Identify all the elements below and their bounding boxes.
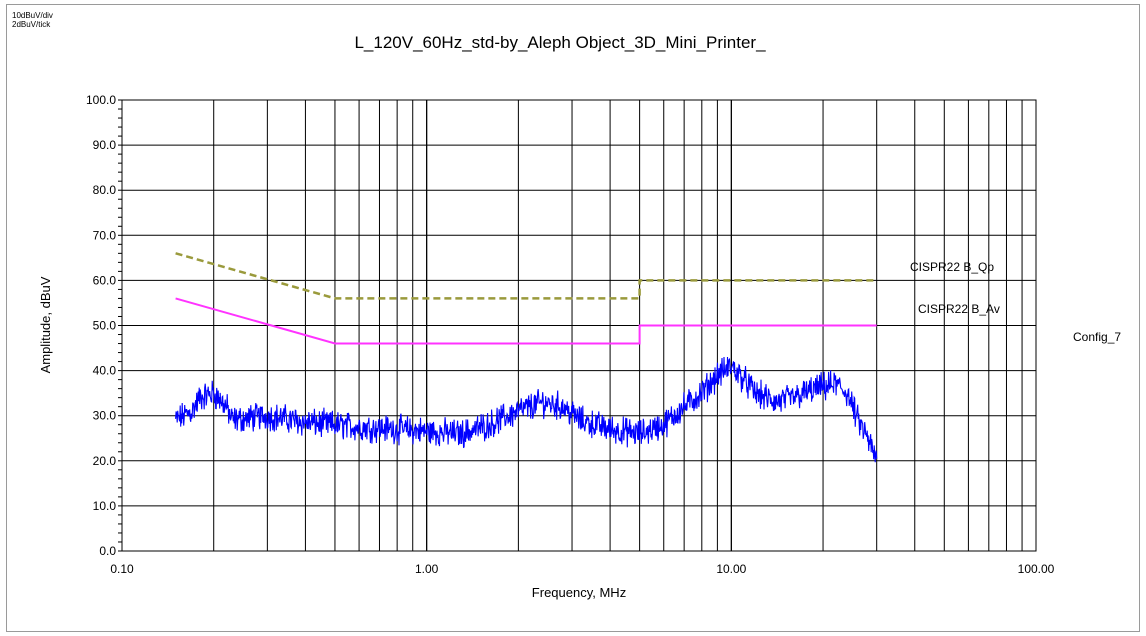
y-axis-label: Amplitude, dBuV (38, 276, 53, 373)
x-tick-label: 10.00 (716, 562, 746, 576)
grid (122, 100, 1036, 551)
x-tick-label: 1.00 (415, 562, 439, 576)
series-label-av: CISPR22 B_Av (918, 302, 1000, 316)
y-tick-label: 50.0 (93, 319, 117, 333)
axis-ticks: 0.0 10.0 20.0 30.0 40.0 50.0 60.0 70.0 80.0 90.0 1… (86, 93, 1055, 576)
y-tick-label: 70.0 (93, 228, 117, 242)
y-tick-label: 100.0 (86, 93, 116, 107)
chart-title: L_120V_60Hz_std-by_Aleph Object_3D_Mini_… (354, 33, 766, 52)
x-axis-label: Frequency, MHz (532, 585, 626, 600)
measured-trace (175, 356, 878, 463)
x-tick-label: 0.10 (110, 562, 134, 576)
y-tick-label: 60.0 (93, 273, 117, 287)
y-tick-label: 10.0 (93, 499, 117, 513)
side-label: Config_7 (1073, 330, 1121, 344)
scale-note-per-div: 10dBuV/div (12, 11, 53, 20)
y-tick-label: 0.0 (99, 544, 116, 558)
y-tick-label: 30.0 (93, 409, 117, 423)
y-tick-label: 40.0 (93, 364, 117, 378)
y-tick-label: 90.0 (93, 138, 117, 152)
series-label-qp: CISPR22 B_Qp (910, 260, 994, 274)
limit-line-qp (175, 252, 877, 300)
scale-note-per-tick: 2dBuV/tick (12, 20, 51, 29)
series-layer (175, 252, 878, 463)
chart-frame (6, 4, 1140, 632)
plot-border (121, 99, 1037, 552)
limit-line-av (175, 297, 877, 345)
y-tick-label: 20.0 (93, 454, 117, 468)
x-tick-label: 100.00 (1018, 562, 1055, 576)
y-tick-label: 80.0 (93, 183, 117, 197)
